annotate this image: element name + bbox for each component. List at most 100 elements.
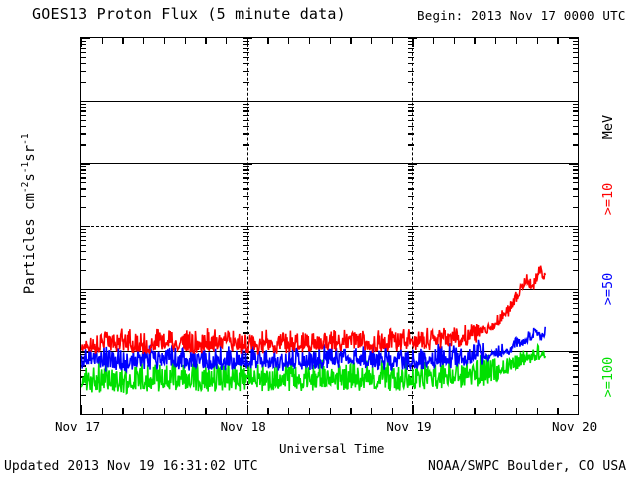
- y-axis-tick-interior: [408, 40, 415, 43]
- y-axis-tick: [573, 70, 578, 73]
- y-axis-tick-interior: [242, 100, 252, 102]
- data-series-plot: [81, 265, 547, 396]
- y-axis-tick: [81, 100, 90, 102]
- x-axis-tick: [433, 408, 435, 414]
- x-axis-tick: [267, 38, 269, 44]
- y-axis-tick-interior: [408, 354, 415, 356]
- y-axis-tick: [573, 250, 578, 253]
- y-axis-tick: [573, 235, 578, 237]
- y-axis-tick: [81, 384, 86, 386]
- y-axis-tick-interior: [242, 81, 249, 84]
- y-axis-tick-interior: [408, 321, 415, 323]
- x-axis-tick: [370, 408, 373, 414]
- y-axis-tick-interior: [242, 228, 249, 231]
- y-axis-tick-interior: [408, 232, 415, 234]
- y-axis-tick: [81, 56, 86, 59]
- series-clip: [81, 38, 578, 414]
- y-axis-tick: [573, 110, 578, 112]
- y-axis-tick-interior: [242, 232, 249, 234]
- x-axis-tick: [288, 408, 290, 414]
- y-axis-tick: [573, 133, 578, 135]
- y-axis-tick-interior: [408, 370, 415, 372]
- y-axis-tick-interior: [408, 188, 415, 190]
- x-axis-label: Universal Time: [279, 441, 385, 456]
- y-axis-tick-interior: [242, 133, 249, 135]
- y-axis-tick: [573, 177, 578, 179]
- y-axis-tick: [81, 414, 90, 416]
- y-axis-tick: [573, 321, 578, 323]
- y-axis-tick-interior: [408, 125, 415, 127]
- y-axis-tick: [81, 125, 86, 127]
- y-axis-tick: [81, 40, 86, 43]
- y-axis-tick-interior: [242, 294, 249, 297]
- y-axis-label-sup1: -2: [20, 181, 32, 194]
- y-axis-tick: [569, 288, 578, 290]
- y-axis-tick-interior: [408, 51, 415, 54]
- y-axis-tick-interior: [408, 288, 418, 290]
- y-axis-tick-interior: [408, 62, 415, 65]
- x-axis-tick: [433, 38, 435, 44]
- y-axis-tick: [81, 114, 86, 116]
- y-axis-tick: [81, 269, 86, 272]
- y-axis-tick: [573, 291, 578, 293]
- y-axis-tick-interior: [242, 40, 249, 43]
- x-axis-tick: [515, 38, 518, 44]
- y-axis-tick: [81, 169, 86, 171]
- y-axis-tick-interior: [242, 321, 249, 323]
- y-axis-tick: [81, 110, 86, 112]
- y-axis-tick-interior: [242, 258, 249, 261]
- x-axis-tick: [101, 408, 103, 414]
- y-axis-tick: [81, 188, 86, 190]
- y-axis-tick-interior: [408, 182, 415, 184]
- gridline-horizontal-dashed: [81, 226, 578, 227]
- gridline-horizontal: [81, 163, 578, 165]
- y-axis-tick: [573, 376, 578, 378]
- x-axis-tick-label: Nov 17: [55, 419, 101, 434]
- y-axis-tick-interior: [242, 182, 249, 184]
- y-axis-tick: [573, 51, 578, 54]
- y-axis-tick: [81, 166, 86, 168]
- y-axis-tick-interior: [242, 207, 249, 209]
- y-axis-tick-interior: [242, 166, 249, 168]
- y-axis-tick-interior: [408, 244, 415, 247]
- y-axis-tick: [569, 226, 578, 228]
- y-axis-tick-interior: [408, 250, 415, 253]
- x-axis-tick: [557, 38, 559, 44]
- y-axis-tick: [81, 144, 86, 146]
- x-axis-tick: [122, 408, 124, 414]
- y-axis-tick-interior: [242, 226, 252, 228]
- y-axis-tick: [81, 258, 86, 261]
- x-axis-tick: [350, 408, 352, 414]
- y-axis-label: Particles cm-2s-1sr-1: [20, 99, 38, 329]
- y-axis-tick-interior: [242, 307, 249, 309]
- y-axis-tick-interior: [408, 207, 415, 209]
- y-axis-tick: [573, 196, 578, 198]
- x-axis-tick: [453, 408, 456, 414]
- y-axis-tick-interior: [408, 395, 415, 397]
- y-axis-tick-interior: [408, 414, 418, 416]
- y-axis-tick: [573, 258, 578, 261]
- series-trace-ge50: [81, 326, 547, 374]
- y-axis-tick: [573, 144, 578, 146]
- y-axis-tick: [81, 38, 90, 40]
- y-axis-tick-interior: [242, 196, 249, 198]
- y-axis-tick-interior: [242, 62, 249, 65]
- x-axis-tick: [246, 405, 248, 414]
- y-axis-tick: [81, 291, 86, 293]
- y-axis-tick: [573, 125, 578, 127]
- y-axis-label-mid: s: [21, 173, 38, 182]
- updated-timestamp: Updated 2013 Nov 19 16:31:02 UTC: [4, 459, 258, 474]
- y-axis-tick-interior: [242, 239, 249, 242]
- y-axis-tick-interior: [408, 103, 415, 105]
- y-axis-tick: [573, 313, 578, 315]
- y-axis-tick: [81, 239, 86, 242]
- y-axis-tick: [573, 365, 578, 367]
- y-axis-tick-interior: [242, 103, 249, 105]
- x-axis-tick: [536, 38, 538, 44]
- y-axis-tick: [573, 56, 578, 59]
- x-axis-tick: [225, 38, 228, 44]
- x-axis-tick: [391, 38, 393, 44]
- x-axis-tick: [163, 38, 166, 44]
- y-axis-tick-interior: [408, 228, 415, 231]
- y-axis-tick-interior: [408, 235, 415, 237]
